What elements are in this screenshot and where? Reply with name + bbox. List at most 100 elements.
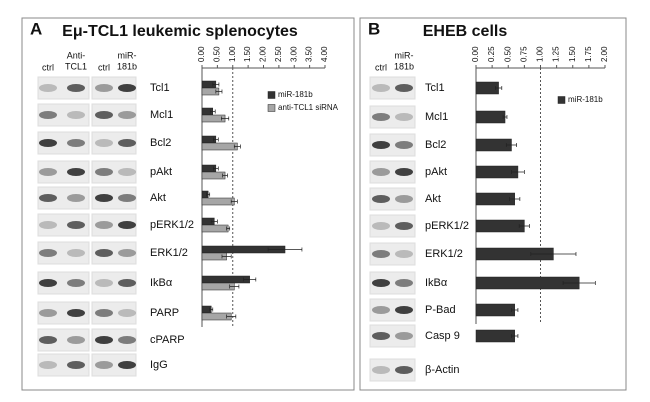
error-bar <box>210 219 218 224</box>
blot-band <box>372 168 390 176</box>
blot-band <box>372 195 390 203</box>
error-bar <box>213 166 219 171</box>
error-bar <box>505 143 517 147</box>
blot-band <box>395 168 413 176</box>
error-bar <box>511 334 519 338</box>
x-tick-label: 0.75 <box>519 46 528 62</box>
category-label: P-Bad <box>425 304 456 316</box>
panel-label: B <box>368 19 380 38</box>
category-label: Akt <box>150 192 166 204</box>
blot-band <box>39 221 57 229</box>
blot <box>37 213 90 237</box>
category-label: Mcl1 <box>150 109 173 121</box>
blot-column-label: TCL1 <box>65 61 87 71</box>
legend-swatch <box>267 91 276 99</box>
blot <box>91 301 137 325</box>
blot-column-label: 181b <box>117 61 137 71</box>
blot-band <box>67 111 85 119</box>
blot-band <box>395 306 413 314</box>
blot-band <box>118 309 136 317</box>
x-tick-label: 0.25 <box>487 46 496 62</box>
blot <box>369 298 416 322</box>
blot-band <box>39 84 57 92</box>
error-bar <box>222 173 228 178</box>
blot-band <box>39 194 57 202</box>
error-bar <box>502 115 508 119</box>
category-label: Akt <box>425 193 441 205</box>
error-bar <box>518 224 530 228</box>
blot-band <box>395 113 413 121</box>
panel-frame <box>359 17 627 391</box>
error-bar <box>215 89 223 94</box>
blot-band <box>95 221 113 229</box>
blot-column-label: ctrl <box>98 62 110 72</box>
category-label: β-Actin <box>425 364 459 376</box>
bar <box>201 275 250 284</box>
blot <box>37 301 90 325</box>
category-label: IkBα <box>425 277 448 289</box>
blot-band <box>95 249 113 257</box>
x-tick-label: 3.50 <box>305 46 314 62</box>
blot-column-label: ctrl <box>375 62 387 72</box>
x-tick-label: 0.00 <box>471 46 480 62</box>
category-label: pERK1/2 <box>150 219 194 231</box>
blot-band <box>39 168 57 176</box>
error-bar <box>213 137 219 142</box>
blot-band <box>118 139 136 147</box>
bar <box>475 219 525 233</box>
x-tick-label: 2.00 <box>600 46 609 62</box>
error-bar <box>209 307 214 312</box>
blot <box>37 131 90 155</box>
blot-band <box>118 361 136 369</box>
error-bar <box>226 226 231 231</box>
blot <box>37 328 90 352</box>
blot-band <box>39 279 57 287</box>
blot-band <box>395 141 413 149</box>
blot-band <box>372 113 390 121</box>
blot-band <box>372 141 390 149</box>
blot-band <box>118 249 136 257</box>
blot-band <box>372 306 390 314</box>
category-label: Casp 9 <box>425 330 460 342</box>
blot-band <box>39 309 57 317</box>
blot-band <box>118 111 136 119</box>
blot-band <box>67 249 85 257</box>
blot <box>91 160 137 184</box>
blot-band <box>395 366 413 374</box>
error-bar <box>229 284 240 289</box>
blot <box>37 186 90 210</box>
category-label: IkBα <box>150 277 173 289</box>
blot-band <box>372 222 390 230</box>
x-tick-label: 0.00 <box>197 46 206 62</box>
error-bar <box>511 170 525 174</box>
blot-band <box>95 168 113 176</box>
blot-band <box>395 332 413 340</box>
bar <box>201 197 235 206</box>
bar <box>201 142 238 151</box>
error-bar <box>562 281 596 285</box>
error-bar <box>511 308 519 312</box>
blot-band <box>67 221 85 229</box>
blot-band <box>395 195 413 203</box>
blot-band <box>95 361 113 369</box>
category-label: Bcl2 <box>425 139 446 151</box>
blot-band <box>95 309 113 317</box>
blot-column-label: ctrl <box>42 62 54 72</box>
blot <box>369 214 416 238</box>
blot <box>91 241 137 265</box>
error-bar <box>233 144 241 149</box>
blot-band <box>395 279 413 287</box>
blot-band <box>39 111 57 119</box>
blot-band <box>95 139 113 147</box>
blot-column-label: miR- <box>395 50 414 60</box>
blot-band <box>67 336 85 344</box>
blot-band <box>39 361 57 369</box>
blot-band <box>118 168 136 176</box>
category-label: Tcl1 <box>425 82 445 94</box>
bar <box>475 192 515 206</box>
category-label: ERK1/2 <box>150 247 188 259</box>
x-tick-label: 1.75 <box>584 46 593 62</box>
blot-band <box>39 336 57 344</box>
blot-band <box>372 366 390 374</box>
